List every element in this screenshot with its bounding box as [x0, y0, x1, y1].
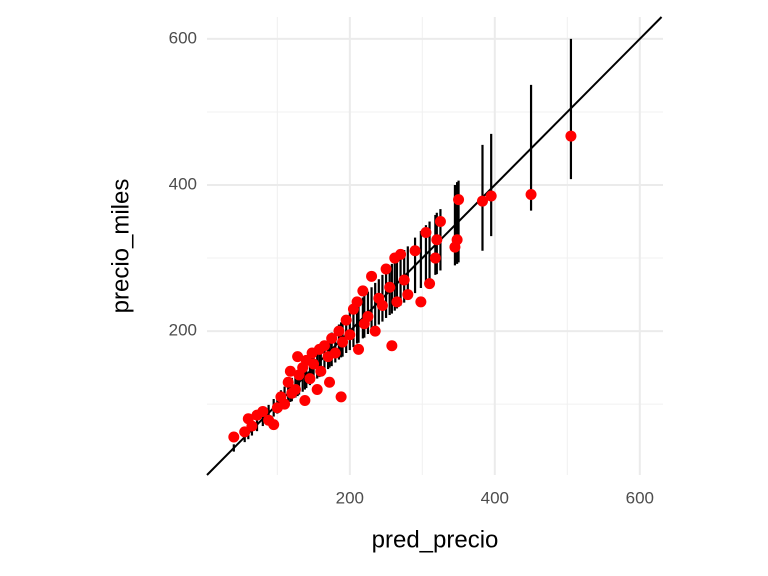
point	[424, 278, 436, 290]
y-tick-label: 400	[169, 174, 197, 193]
point	[386, 340, 398, 352]
point	[304, 373, 316, 385]
point	[398, 274, 410, 286]
y-tick-label: 200	[169, 321, 197, 340]
x-tick-label: 600	[626, 488, 654, 507]
x-axis-title: pred_precio	[372, 526, 499, 553]
point	[420, 226, 432, 238]
point	[391, 296, 403, 308]
point	[228, 431, 240, 443]
point	[335, 391, 347, 403]
point	[409, 245, 421, 257]
point	[344, 329, 356, 341]
point	[351, 296, 363, 308]
point	[292, 351, 304, 363]
point	[376, 300, 388, 312]
point	[380, 263, 392, 275]
point	[299, 394, 311, 406]
point	[337, 336, 349, 348]
point	[329, 347, 341, 359]
point	[324, 376, 336, 388]
point	[315, 365, 327, 377]
point	[257, 405, 269, 417]
point	[369, 325, 381, 337]
point	[357, 285, 369, 297]
point	[525, 189, 537, 201]
point	[476, 195, 488, 207]
point	[565, 130, 577, 142]
point	[284, 365, 296, 377]
point	[434, 216, 446, 228]
point	[402, 289, 414, 301]
x-tick-label: 400	[481, 488, 509, 507]
point	[282, 376, 294, 388]
point	[353, 343, 365, 355]
point	[395, 248, 407, 260]
point	[451, 234, 463, 246]
point	[415, 296, 427, 308]
point	[453, 194, 465, 206]
point	[485, 190, 497, 202]
point	[318, 340, 330, 352]
point	[246, 420, 258, 432]
point	[340, 314, 352, 326]
point	[279, 398, 291, 410]
point	[268, 419, 280, 431]
point	[362, 310, 374, 322]
point	[384, 281, 396, 293]
point	[289, 384, 301, 396]
y-tick-label: 600	[169, 28, 197, 47]
point	[326, 332, 338, 344]
point	[308, 358, 320, 370]
point	[431, 234, 443, 246]
point	[366, 270, 378, 282]
point	[311, 384, 323, 396]
x-tick-label: 200	[336, 488, 364, 507]
y-axis-title: precio_miles	[107, 179, 134, 314]
point	[333, 325, 345, 337]
point	[429, 252, 441, 264]
